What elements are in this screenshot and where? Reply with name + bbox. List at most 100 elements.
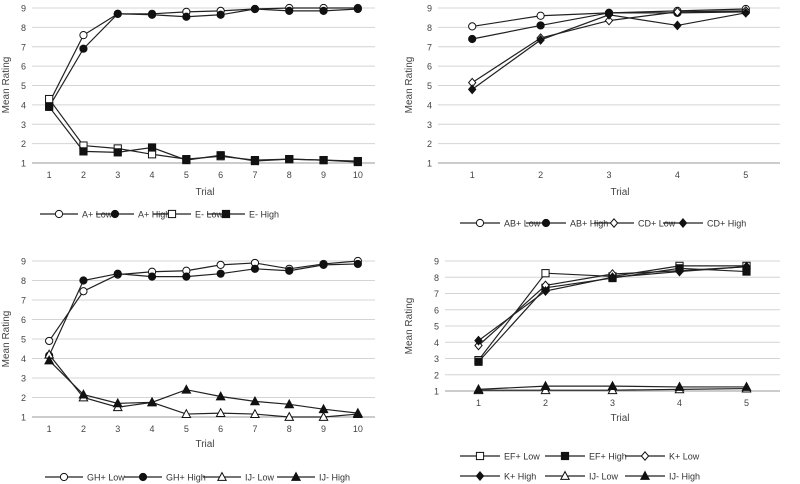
data-point [353,4,362,14]
series-line [48,263,358,356]
x-tick-label: 10 [353,170,363,180]
data-point [319,260,328,269]
data-point [318,411,329,421]
legend: AB+ Low AB+ High CD+ Low CD+ High [460,218,746,229]
y-tick-label: 8 [434,273,439,283]
data-point [181,384,192,394]
legend-marker [559,470,571,480]
data-point [675,266,684,277]
x-tick-label: 4 [677,398,682,408]
series-ghplus-low [45,256,362,346]
y-axis-label: Mean Rating [1,311,12,368]
legend-marker [475,451,485,461]
legend: A+ Low A+ High E- Low E- High [40,210,279,220]
x-tick-label: 6 [218,170,223,180]
data-point [79,287,88,296]
y-axis-label: Mean Rating [1,57,12,114]
legend-label: K+ Low [669,452,700,462]
data-point [216,269,225,278]
data-point [79,147,88,156]
data-point [468,22,477,31]
legend-label: IJ- Low [589,472,619,482]
x-tick-label: 9 [321,424,326,434]
y-tick-label: 5 [434,322,439,332]
y-tick-label: 2 [21,393,26,403]
series-aplus-low [45,3,362,108]
legend-item-eminus-high: E- High [207,210,279,220]
y-tick-label: 7 [21,296,26,306]
y-tick-label: 7 [434,289,439,299]
data-point [473,383,484,394]
x-tick-label: 3 [610,398,615,408]
y-tick-label: 1 [427,159,432,169]
data-point [607,380,618,391]
data-point [182,155,191,165]
legend-label: K+ High [504,472,536,482]
x-tick-label: 5 [184,424,189,434]
data-point [608,272,617,283]
data-point [113,9,122,18]
legend-item-ghplus-low: GH+ Low [45,473,125,483]
data-point [353,259,362,269]
x-tick-label: 1 [47,170,52,180]
data-point [353,157,362,167]
data-point [215,407,226,417]
series-cdplus-low [467,5,751,88]
data-point [249,408,260,418]
data-point [79,44,88,53]
legend-label: AB+ High [570,219,608,229]
legend-marker [639,470,651,480]
y-axis-label: Mean Rating [404,57,415,114]
legend-label: AB+ Low [504,219,541,229]
legend-marker [475,471,485,481]
y-tick-label: 3 [21,120,26,130]
legend-marker [560,451,570,461]
x-tick-label: 3 [115,424,120,434]
data-point [250,156,260,166]
data-point [604,15,614,26]
x-tick-label: 2 [543,398,548,408]
y-tick-label: 3 [427,120,432,130]
x-tick-label: 2 [81,424,86,434]
y-axis-label: Mean Rating [404,298,415,355]
legend-marker [138,472,148,482]
y-tick-label: 3 [434,354,439,364]
x-tick-label: 7 [252,170,257,180]
data-point [249,395,260,406]
y-tick-label: 3 [21,374,26,384]
x-tick-label: 2 [538,170,543,180]
x-tick-label: 1 [476,398,481,408]
series-ijminus-high [473,380,752,394]
data-point [541,286,550,297]
data-point [182,12,191,21]
data-point [147,396,158,407]
legend-marker [678,218,688,228]
y-tick-label: 4 [434,338,439,348]
y-tick-label: 5 [21,81,26,91]
series-line [48,360,358,414]
legend-label: GH+ Low [87,473,125,483]
data-point [468,34,477,44]
data-point [319,155,328,165]
x-tick-label: 3 [606,170,611,180]
data-point [215,391,226,401]
legend-label: GH+ High [166,473,206,483]
data-point [182,272,191,281]
y-tick-label: 9 [21,4,26,14]
legend-marker [541,218,551,228]
x-tick-label: 8 [287,424,292,434]
y-tick-label: 5 [21,335,26,345]
x-tick-label: 4 [150,170,155,180]
legend-item-abplus-low: AB+ Low [460,219,541,229]
y-tick-label: 7 [21,42,26,52]
series-line [48,260,358,342]
data-point [285,266,294,275]
data-point [673,20,682,31]
data-point [284,398,295,409]
data-point [741,381,752,391]
data-point [112,397,123,408]
y-tick-label: 2 [21,139,26,149]
legend: EF+ Low EF+ High K+ Low K+ High IJ- Low IJ- H… [460,451,700,482]
y-tick-label: 6 [427,62,432,72]
